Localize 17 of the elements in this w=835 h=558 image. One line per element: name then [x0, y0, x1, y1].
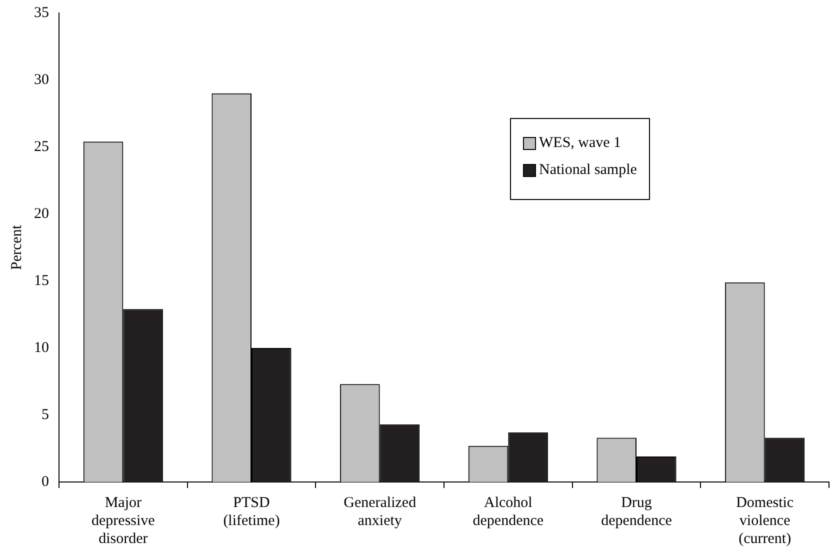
x-tick-label: Major depressive disorder — [92, 494, 156, 547]
legend-label: National sample — [539, 162, 637, 179]
x-tick-label: Alcohol dependence — [472, 494, 544, 529]
y-tick-label: 15 — [34, 272, 49, 289]
y-tick-label: 0 — [42, 474, 49, 490]
x-tick-label: Domestic violence (current) — [736, 494, 794, 547]
y-axis-title: Percent — [8, 224, 25, 270]
y-tick-label: 25 — [34, 138, 49, 155]
x-tick-label: PTSD (lifetime) — [223, 494, 280, 529]
y-tick-label: 30 — [34, 72, 49, 88]
y-tick-label: 10 — [34, 340, 49, 356]
y-tick-label: 20 — [34, 206, 49, 222]
y-tick-label: 5 — [42, 406, 49, 423]
x-tick-label: Generalized anxiety — [344, 494, 417, 529]
x-tick-label: Drug dependence — [601, 494, 672, 529]
legend-label: WES, wave 1 — [539, 135, 622, 152]
y-tick-label: 35 — [34, 4, 49, 21]
